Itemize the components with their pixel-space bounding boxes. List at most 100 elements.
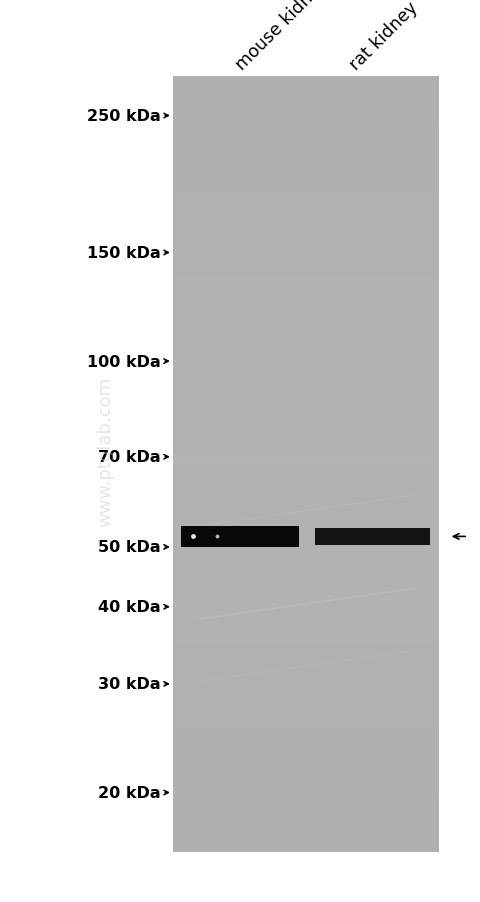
Bar — [173, 736, 439, 744]
Bar — [173, 301, 439, 309]
Bar — [173, 232, 439, 240]
Bar — [173, 674, 439, 682]
Bar — [173, 814, 439, 822]
Bar — [173, 216, 439, 224]
Bar — [173, 534, 439, 542]
Bar — [173, 775, 439, 783]
Bar — [173, 208, 439, 216]
Bar — [173, 658, 439, 667]
Bar — [173, 488, 439, 495]
Bar — [173, 767, 439, 775]
Bar — [173, 193, 439, 201]
Bar — [173, 790, 439, 798]
Bar — [173, 456, 439, 465]
Bar — [173, 77, 439, 85]
Bar — [300, 524, 315, 549]
Bar — [173, 596, 439, 604]
Bar — [173, 131, 439, 139]
Bar — [173, 379, 439, 387]
Bar — [173, 511, 439, 519]
Bar — [173, 333, 439, 340]
Text: 50 kDa: 50 kDa — [98, 539, 161, 555]
Bar — [315, 529, 430, 546]
Bar — [173, 85, 439, 92]
Bar — [173, 589, 439, 596]
Bar — [173, 139, 439, 146]
Bar — [173, 170, 439, 178]
Bar — [173, 503, 439, 511]
Bar — [173, 441, 439, 449]
Bar — [173, 185, 439, 193]
Bar — [173, 255, 439, 262]
Bar — [173, 146, 439, 154]
Bar — [173, 364, 439, 372]
Bar — [173, 154, 439, 162]
Text: www.ptglab.com: www.ptglab.com — [96, 376, 115, 526]
Bar — [173, 550, 439, 557]
Bar — [173, 643, 439, 650]
Bar — [173, 434, 439, 441]
Bar — [173, 115, 439, 124]
Bar — [173, 705, 439, 713]
Bar — [173, 318, 439, 325]
Bar — [173, 844, 439, 852]
Bar — [173, 107, 439, 115]
Bar — [173, 519, 439, 527]
Bar — [173, 759, 439, 767]
Bar — [173, 713, 439, 721]
Bar — [173, 271, 439, 279]
Bar — [173, 604, 439, 612]
Bar — [173, 395, 439, 402]
Bar — [173, 426, 439, 434]
Bar — [173, 356, 439, 364]
Bar — [173, 573, 439, 581]
Bar — [173, 262, 439, 271]
Text: 250 kDa: 250 kDa — [87, 109, 161, 124]
Bar — [173, 837, 439, 844]
Bar — [173, 581, 439, 589]
Text: 30 kDa: 30 kDa — [98, 676, 161, 692]
Bar — [173, 628, 439, 635]
Bar — [173, 372, 439, 379]
Bar — [173, 465, 439, 473]
Text: 20 kDa: 20 kDa — [98, 785, 161, 800]
Bar — [173, 689, 439, 697]
Bar — [181, 527, 300, 547]
Bar — [173, 449, 439, 456]
Bar — [173, 682, 439, 689]
Text: 40 kDa: 40 kDa — [98, 600, 161, 614]
Bar — [173, 783, 439, 790]
Bar — [173, 124, 439, 131]
Text: 150 kDa: 150 kDa — [87, 245, 161, 261]
Bar — [173, 566, 439, 573]
Bar — [173, 495, 439, 503]
Bar — [173, 201, 439, 208]
Bar — [173, 744, 439, 751]
Bar — [173, 635, 439, 643]
Bar — [173, 805, 439, 814]
Bar — [173, 402, 439, 410]
Bar — [173, 387, 439, 395]
Text: rat kidney: rat kidney — [347, 0, 422, 74]
Bar — [173, 410, 439, 418]
Bar — [173, 822, 439, 829]
Bar — [173, 418, 439, 426]
Bar — [173, 612, 439, 620]
Bar — [173, 480, 439, 488]
Bar — [173, 162, 439, 170]
Bar — [173, 721, 439, 728]
Bar — [173, 340, 439, 348]
Bar — [173, 667, 439, 674]
Bar — [173, 728, 439, 736]
Bar — [173, 829, 439, 837]
Bar — [173, 286, 439, 294]
Bar — [173, 798, 439, 805]
Bar — [173, 92, 439, 100]
Bar — [173, 100, 439, 107]
Bar — [173, 178, 439, 185]
Bar — [173, 294, 439, 301]
Bar — [173, 325, 439, 333]
Bar — [173, 650, 439, 658]
Text: 70 kDa: 70 kDa — [98, 450, 161, 465]
Bar — [173, 542, 439, 550]
